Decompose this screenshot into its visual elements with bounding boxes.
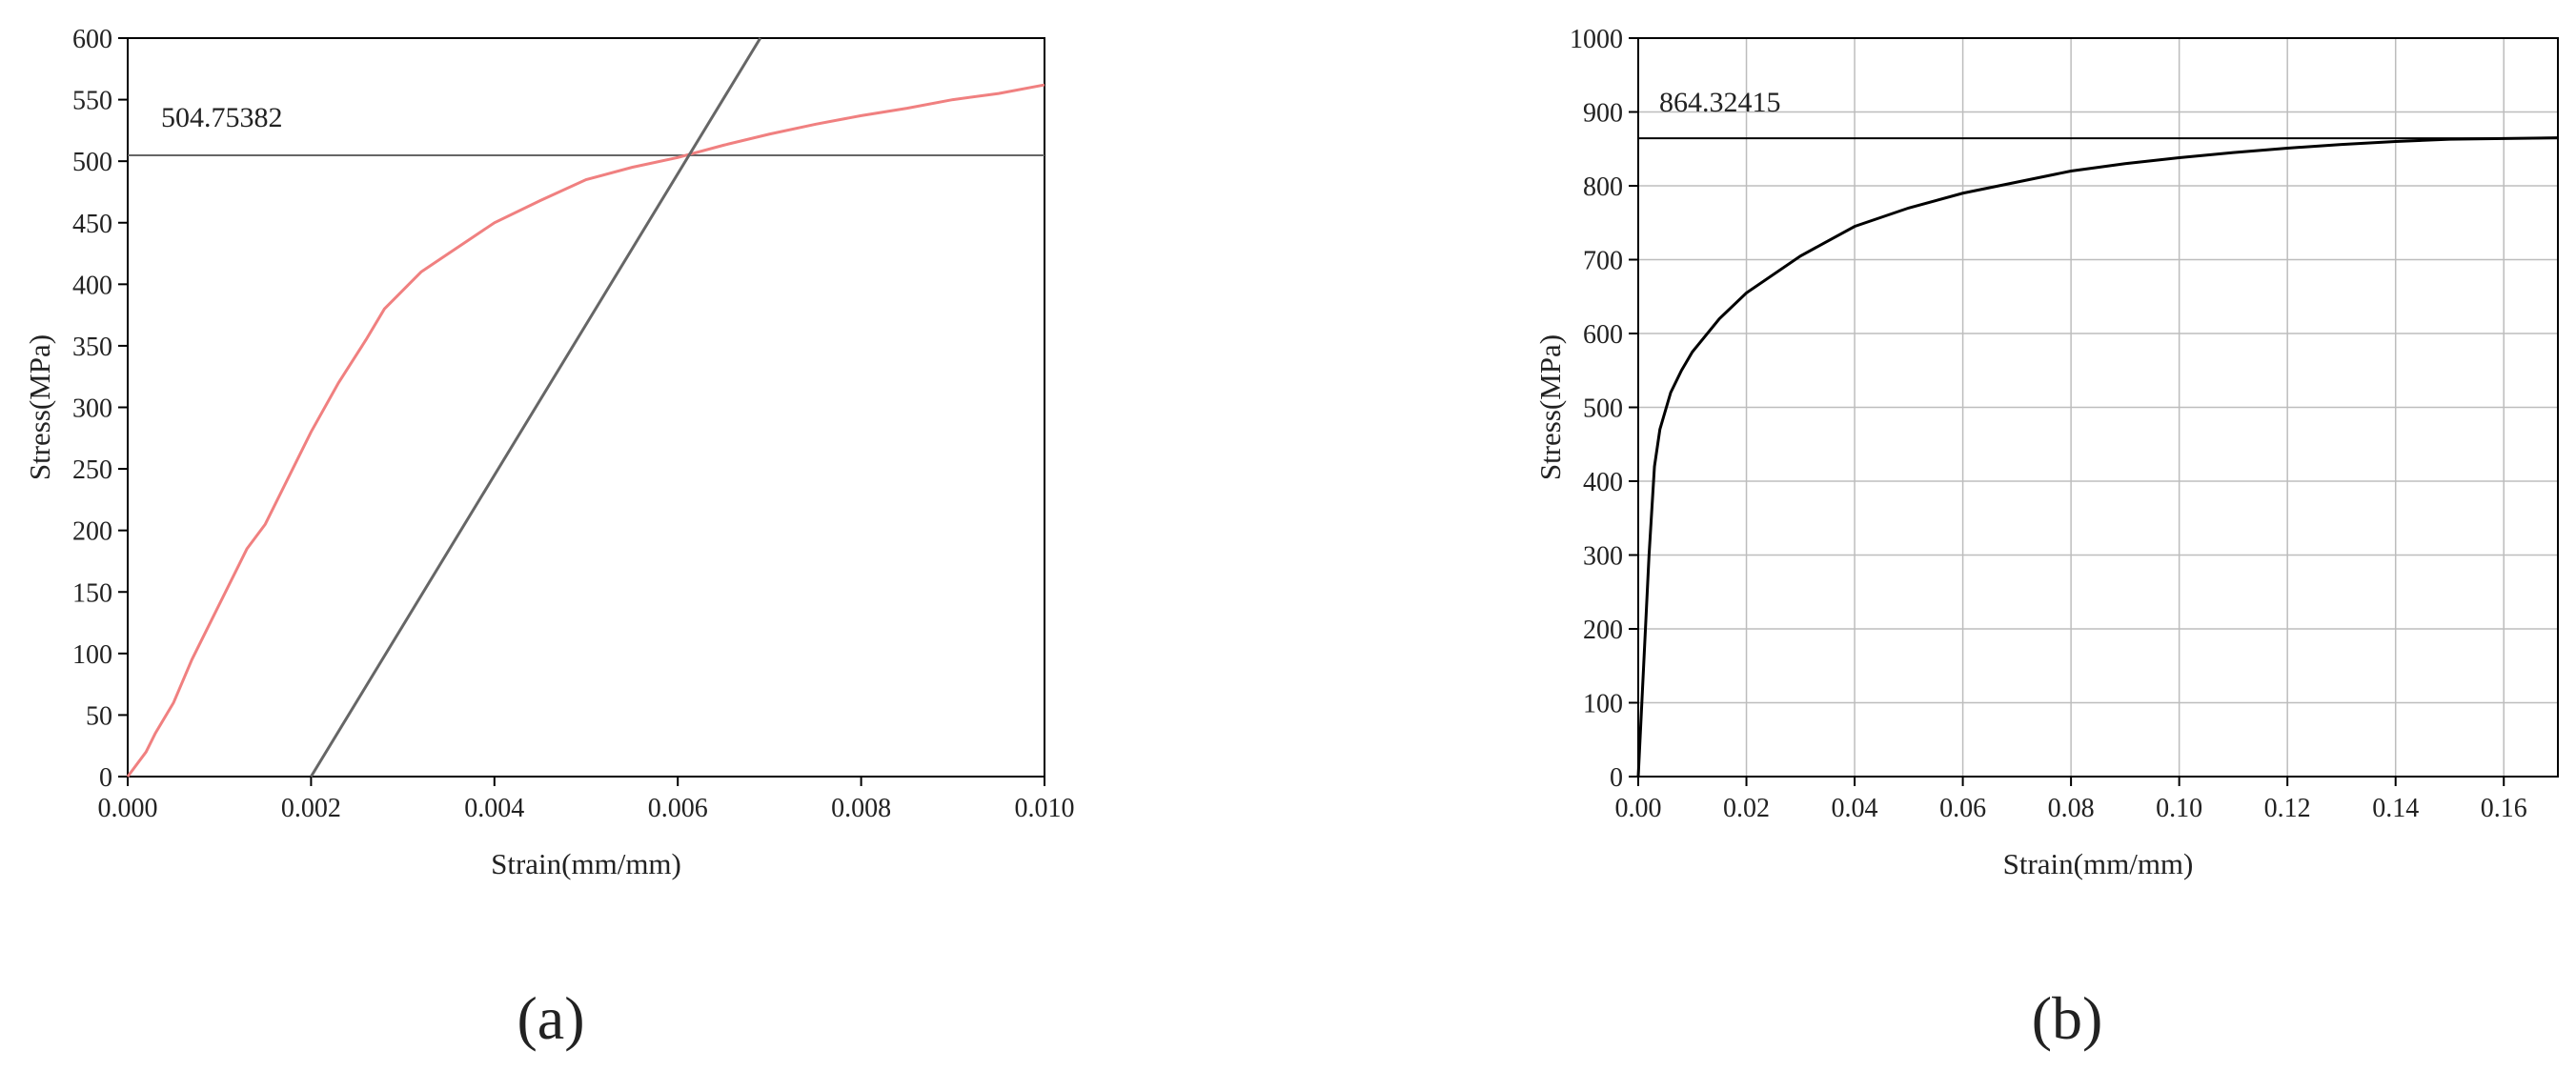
x-tick-label: 0.06 bbox=[1939, 794, 1986, 823]
line-series bbox=[126, 83, 1045, 778]
x-tick-label: 0.006 bbox=[648, 794, 708, 823]
y-tick-label: 100 bbox=[1583, 690, 1623, 719]
x-tick-label: 0.010 bbox=[1015, 794, 1075, 823]
x-tick-label: 0.004 bbox=[464, 794, 524, 823]
x-tick-label: 0.02 bbox=[1723, 794, 1770, 823]
y-tick-label: 200 bbox=[1583, 616, 1623, 645]
y-tick-label: 150 bbox=[72, 578, 112, 608]
line-series bbox=[310, 37, 762, 778]
x-tick-label: 0.000 bbox=[98, 794, 158, 823]
reference-label: 504.75382 bbox=[161, 102, 283, 133]
x-tick-label: 0.14 bbox=[2372, 794, 2419, 823]
y-tick-label: 400 bbox=[1583, 468, 1623, 497]
reference-label: 864.32415 bbox=[1659, 87, 1781, 118]
panel-label: (b) bbox=[2032, 984, 2103, 1052]
plot-frame bbox=[1637, 37, 2559, 778]
x-tick-label: 0.04 bbox=[1832, 794, 1878, 823]
y-tick-label: 0 bbox=[1610, 763, 1623, 793]
y-tick-label: 600 bbox=[72, 25, 112, 54]
y-tick-label: 300 bbox=[72, 394, 112, 424]
y-tick-label: 100 bbox=[72, 640, 112, 670]
y-tick-label: 50 bbox=[86, 701, 112, 731]
x-tick-label: 0.008 bbox=[831, 794, 891, 823]
x-tick-label: 0.10 bbox=[2156, 794, 2202, 823]
y-tick-label: 500 bbox=[1583, 394, 1623, 424]
y-axis-title: Stress(MPa) bbox=[23, 334, 56, 480]
y-tick-label: 550 bbox=[72, 87, 112, 116]
y-tick-label: 450 bbox=[72, 210, 112, 239]
x-axis-title: Strain(mm/mm) bbox=[491, 847, 681, 880]
y-tick-label: 0 bbox=[99, 763, 112, 793]
x-tick-label: 0.002 bbox=[281, 794, 341, 823]
y-tick-label: 700 bbox=[1583, 247, 1623, 276]
y-tick-label: 900 bbox=[1583, 99, 1623, 129]
y-axis-title: Stress(MPa) bbox=[1533, 334, 1567, 480]
x-tick-label: 0.12 bbox=[2264, 794, 2311, 823]
y-tick-label: 800 bbox=[1583, 172, 1623, 202]
y-tick-label: 1000 bbox=[1570, 25, 1623, 54]
x-tick-label: 0.16 bbox=[2481, 794, 2527, 823]
panel-label: (a) bbox=[517, 984, 584, 1052]
x-axis-title: Strain(mm/mm) bbox=[2003, 847, 2194, 880]
y-tick-label: 250 bbox=[72, 455, 112, 485]
y-tick-label: 300 bbox=[1583, 542, 1623, 572]
x-tick-label: 0.08 bbox=[2048, 794, 2095, 823]
y-tick-label: 200 bbox=[72, 517, 112, 547]
line-series bbox=[1636, 136, 2559, 778]
y-tick-label: 500 bbox=[72, 148, 112, 177]
x-tick-label: 0.00 bbox=[1615, 794, 1662, 823]
plot-frame bbox=[127, 37, 1045, 778]
y-tick-label: 400 bbox=[72, 271, 112, 300]
y-tick-label: 600 bbox=[1583, 320, 1623, 350]
y-tick-label: 350 bbox=[72, 333, 112, 362]
